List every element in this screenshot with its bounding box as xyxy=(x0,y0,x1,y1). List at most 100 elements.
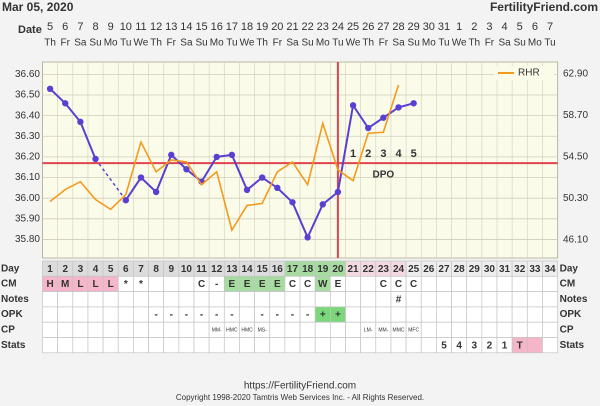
dpo-label: DPO xyxy=(373,170,395,181)
weekday-label: Th xyxy=(468,38,480,49)
dpo-number: 4 xyxy=(395,148,402,160)
table-cell xyxy=(178,321,195,338)
table-cell xyxy=(436,291,452,308)
table-cell xyxy=(148,291,165,308)
cell-text: L xyxy=(108,279,114,290)
cell-text: E xyxy=(244,279,251,290)
x-tick-label: 16 xyxy=(211,21,223,33)
row-label-right: CP xyxy=(560,324,574,335)
cell-text: 2 xyxy=(62,264,68,275)
weekday-label: Fr xyxy=(60,38,70,49)
table-cell xyxy=(57,321,74,338)
table-cell xyxy=(511,291,528,308)
cell-text: - xyxy=(291,310,294,321)
weekday-label: Mo xyxy=(210,38,224,49)
table-cell xyxy=(72,337,89,354)
table-cell xyxy=(133,321,149,338)
table-cell xyxy=(511,275,528,292)
y-tick-label: 36.40 xyxy=(15,110,40,121)
table-cell xyxy=(163,321,180,338)
table-cell xyxy=(345,306,361,323)
row-label-right: OPK xyxy=(560,309,582,320)
table-cell xyxy=(269,291,286,308)
y2-tick-label: 46.10 xyxy=(563,235,588,246)
table-cell xyxy=(436,275,452,292)
table-cell xyxy=(284,291,301,308)
cell-text: C xyxy=(198,279,205,290)
cell-text: 16 xyxy=(272,264,284,275)
cell-text: 28 xyxy=(454,264,466,275)
data-point xyxy=(46,85,54,93)
data-point xyxy=(349,102,357,109)
table-cell xyxy=(239,337,255,354)
table-cell xyxy=(102,321,119,338)
table-cell xyxy=(526,321,543,338)
weekday-label: Su xyxy=(89,38,101,49)
table-cell xyxy=(314,337,331,354)
table-cell xyxy=(299,291,316,308)
cell-text: 29 xyxy=(469,264,481,275)
table-cell xyxy=(542,275,558,292)
table-cell xyxy=(57,291,74,308)
x-tick-label: 13 xyxy=(165,21,177,33)
x-tick-label: 22 xyxy=(302,21,314,33)
x-tick-label: 10 xyxy=(120,21,132,33)
table-cell xyxy=(284,337,301,354)
weekday-label: Su xyxy=(514,38,526,49)
table-cell xyxy=(436,306,452,323)
table-cell xyxy=(269,337,286,354)
weekday-label: Tu xyxy=(438,38,449,49)
cell-text: 10 xyxy=(181,264,193,275)
cell-text: - xyxy=(185,310,188,321)
weekday-label: Th xyxy=(44,38,56,49)
table-cell xyxy=(117,291,134,308)
y-tick-label: 36.60 xyxy=(15,69,40,80)
cell-text: - xyxy=(276,310,279,321)
data-point xyxy=(395,104,402,111)
gap-connector xyxy=(94,158,127,201)
row-label: Notes xyxy=(1,294,29,305)
dpo-number: 2 xyxy=(365,148,371,160)
row-label-right: CM xyxy=(560,279,576,290)
y2-tick-label: 50.30 xyxy=(563,193,588,204)
table-cell xyxy=(163,275,180,292)
cell-text: 19 xyxy=(317,264,329,275)
table-cell xyxy=(87,321,104,338)
cell-text: 14 xyxy=(241,264,253,275)
cell-text: - xyxy=(200,310,203,321)
table-cell xyxy=(42,321,58,338)
x-tick-label: 21 xyxy=(286,21,298,33)
cell-text: 3 xyxy=(78,264,84,275)
cell-text: 30 xyxy=(484,264,496,275)
cell-text: 31 xyxy=(499,264,511,275)
weekday-label: Fr xyxy=(379,38,389,49)
cell-text: E xyxy=(335,279,342,290)
weekday-label: Mo xyxy=(316,38,330,49)
table-cell xyxy=(193,321,210,338)
table-cell xyxy=(148,337,165,354)
cell-text: * xyxy=(124,279,128,290)
cell-text: C xyxy=(304,279,311,290)
x-tick-label: 27 xyxy=(377,21,389,33)
table-cell xyxy=(451,291,468,308)
table-cell xyxy=(466,291,483,308)
table-cell xyxy=(57,337,74,354)
table-cell xyxy=(390,337,407,354)
x-tick-label: 23 xyxy=(317,21,329,33)
table-cell xyxy=(360,337,377,354)
y-tick-label: 36.20 xyxy=(15,152,40,163)
cell-text: C xyxy=(410,279,417,290)
series-line xyxy=(49,84,400,233)
table-cell xyxy=(330,337,346,354)
table-cell xyxy=(542,321,558,338)
x-tick-label: 7 xyxy=(77,21,83,33)
cell-text: MMC xyxy=(393,328,405,334)
table-cell xyxy=(239,306,255,323)
x-tick-label: 28 xyxy=(392,21,404,33)
data-point xyxy=(410,100,417,107)
weekday-label: Tu xyxy=(544,38,555,49)
table-cell xyxy=(375,291,392,308)
weekday-label: Su xyxy=(195,38,207,49)
cell-text: 4 xyxy=(93,264,99,275)
